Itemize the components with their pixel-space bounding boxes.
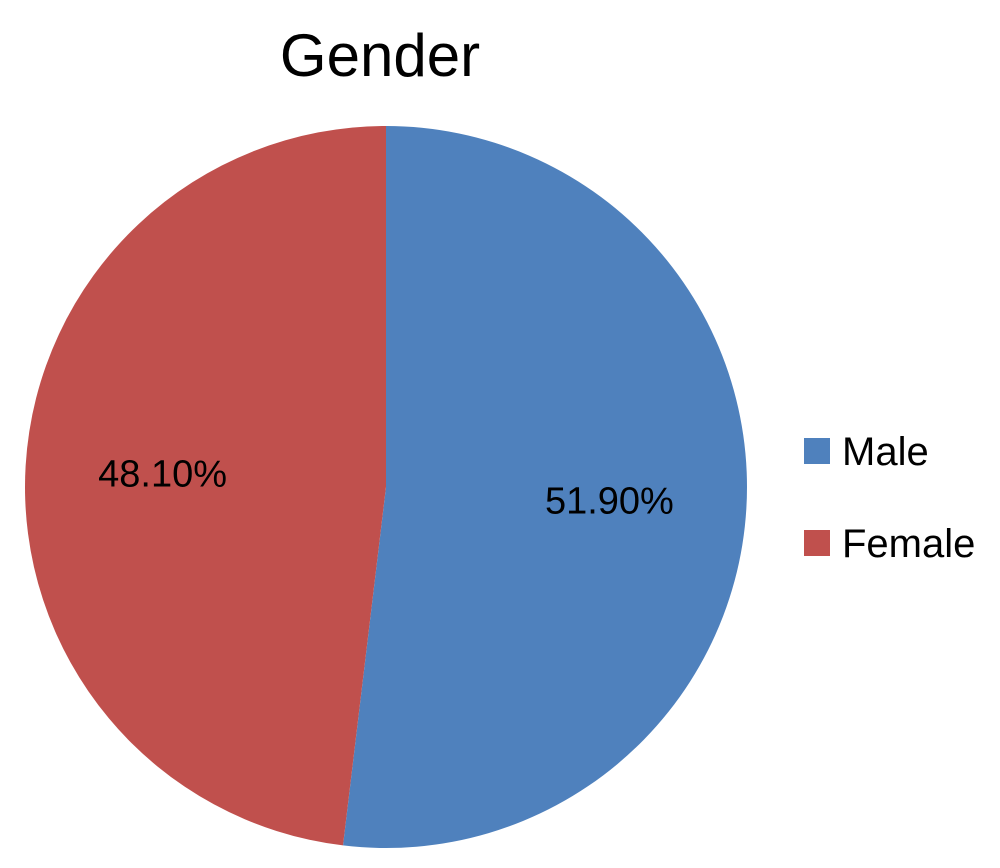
slice-label-male: 51.90% <box>545 480 674 522</box>
legend-swatch-male <box>804 438 830 464</box>
chart-title: Gender <box>280 22 480 89</box>
pie-slice-female <box>25 126 386 846</box>
legend-swatch-female <box>804 530 830 556</box>
legend-item-male: Male <box>804 430 929 474</box>
slice-label-female: 48.10% <box>98 454 227 496</box>
pie-slices <box>25 126 748 848</box>
legend-item-female: Female <box>804 522 975 566</box>
pie-slice-male <box>343 126 748 848</box>
legend-label-female: Female <box>842 522 975 566</box>
legend-label-male: Male <box>842 430 929 474</box>
slice-labels: 51.90% 48.10% <box>98 454 674 523</box>
legend: Male Female <box>804 430 975 566</box>
